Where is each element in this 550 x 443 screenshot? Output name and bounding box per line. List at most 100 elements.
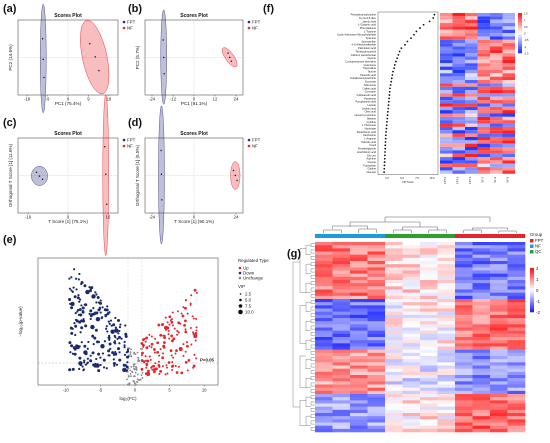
heatmap-cell	[477, 13, 490, 17]
heatmap-cell	[315, 406, 333, 411]
heatmap-cell	[420, 390, 438, 395]
heatmap-cell	[490, 299, 508, 303]
heatmap-cell	[455, 330, 473, 335]
heatmap-cell	[490, 384, 508, 388]
heatmap-cell	[490, 160, 503, 164]
heatmap-cell	[472, 368, 491, 373]
heatmap-cell	[385, 397, 403, 401]
heatmap-cell	[440, 16, 453, 20]
volcano-point-down	[114, 316, 117, 320]
heatmap-cell	[452, 160, 465, 164]
metabolite-label: Tryptophan	[363, 163, 377, 167]
heatmap-cell	[490, 280, 508, 284]
volcano-point-up	[169, 319, 172, 322]
heatmap-cell	[490, 245, 508, 249]
heatmap-cell	[367, 318, 386, 322]
heatmap-cell	[367, 409, 386, 414]
heatmap-cell	[490, 324, 508, 328]
heatmap-cell	[490, 113, 503, 117]
heatmap-cell	[420, 270, 438, 274]
heatmap-cell	[490, 130, 503, 134]
vip-point	[384, 144, 387, 147]
heatmap-cell	[332, 273, 351, 278]
heatmap-cell	[455, 349, 473, 354]
heatmap-cell	[465, 126, 478, 131]
heatmap-cell	[440, 147, 453, 151]
heatmap-cell	[507, 365, 526, 369]
volcano-point-up	[140, 354, 143, 357]
heatmap-cell	[350, 330, 368, 335]
heatmap-cell	[477, 150, 490, 154]
volcano-point-up	[178, 347, 183, 352]
heatmap-cell	[420, 261, 438, 265]
heatmap-cell	[507, 416, 526, 420]
x-tick-label: -9	[46, 97, 50, 102]
heatmap-cell	[455, 273, 473, 278]
volcano-point-up	[140, 342, 144, 345]
volcano-point-up	[152, 368, 156, 371]
heatmap-cell	[440, 126, 453, 131]
colorbar-tick: 0	[524, 32, 526, 36]
data-point	[230, 60, 232, 62]
column-label: NF-3	[506, 176, 510, 182]
heatmap-cell	[490, 251, 508, 255]
volcano-point-down	[91, 351, 95, 355]
legend-swatch	[530, 250, 534, 254]
heatmap-cell	[420, 400, 438, 404]
volcano-point-unchange	[135, 369, 138, 371]
heatmap-cell	[507, 330, 526, 335]
heatmap-cell	[402, 327, 421, 331]
volcano-point-up	[185, 341, 188, 344]
heatmap-cell	[315, 394, 333, 398]
heatmap-cell	[465, 23, 478, 27]
colorbar-tick: -1.5	[524, 52, 529, 56]
heatmap-cell	[502, 39, 515, 44]
dendrogram-branch	[498, 230, 517, 233]
volcano-point-down	[99, 301, 103, 305]
volcano-point-down	[107, 320, 110, 323]
heatmap-cell	[402, 409, 421, 414]
heatmap-cell	[437, 283, 456, 287]
heatmap-cell	[455, 321, 473, 325]
heatmap-cell	[440, 76, 453, 80]
heatmap-cell	[437, 302, 456, 306]
heatmap-cell	[452, 150, 465, 154]
volcano-point-unchange	[134, 353, 137, 355]
heatmap-cell	[502, 153, 515, 158]
heatmap-cell	[420, 422, 438, 426]
heatmap-cell	[315, 251, 333, 255]
heatmap-cell	[507, 254, 526, 259]
heatmap-cell	[455, 425, 473, 430]
heatmap-cell	[420, 289, 438, 293]
heatmap-cell	[452, 96, 465, 101]
volcano-point-up	[170, 354, 173, 357]
heatmap-cell	[477, 170, 490, 174]
volcano-point-down	[97, 352, 101, 356]
heatmap-cell	[402, 340, 421, 344]
heatmap-cell	[472, 324, 491, 328]
heatmap-cell	[420, 428, 438, 433]
heatmap-cell	[420, 413, 438, 417]
heatmap-cell	[455, 381, 473, 385]
heatmap-cell	[350, 378, 368, 382]
heatmap-cell	[440, 29, 453, 34]
volcano-point-up	[171, 324, 174, 327]
heatmap-cell	[402, 425, 421, 430]
heatmap-cell	[367, 280, 386, 284]
volcano-point-up	[195, 291, 198, 294]
volcano-point-unchange	[133, 375, 136, 378]
x-tick-label: 24	[234, 97, 239, 102]
heatmap-cell	[350, 280, 368, 284]
heatmap-cell	[367, 422, 386, 426]
metabolite-label: Coumarin	[365, 90, 377, 94]
heatmap-cell	[477, 46, 490, 50]
heatmap-cell	[402, 330, 421, 335]
row-dendrogram-branch	[305, 245, 311, 255]
heatmap-cell	[332, 295, 351, 300]
heatmap-cell	[465, 36, 478, 40]
heatmap-cell	[455, 352, 473, 357]
volcano-point-up	[170, 320, 174, 324]
heatmap-cell	[452, 46, 465, 50]
volcano-point-up	[164, 373, 167, 376]
heatmap-cell	[507, 356, 526, 360]
